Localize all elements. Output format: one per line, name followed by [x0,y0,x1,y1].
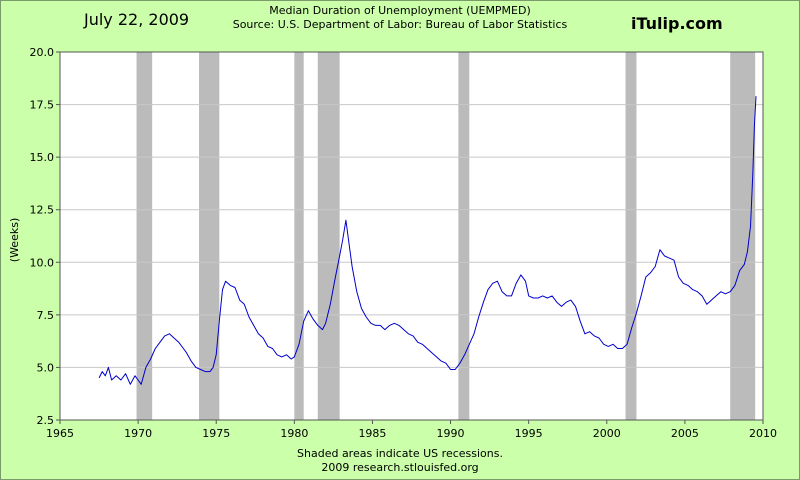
recession-band [317,52,340,420]
plot-area [60,52,763,420]
y-tick-label: 2.5 [37,414,55,427]
source-url: 2009 research.stlouisfed.org [321,461,479,474]
recession-note: Shaded areas indicate US recessions. [297,447,503,460]
brand-label: iTulip.com [631,14,723,33]
x-tick-label: 2010 [749,427,777,440]
recession-band [136,52,153,420]
recession-band [730,52,756,420]
y-tick-label: 10.0 [30,256,55,269]
x-tick-label: 1970 [124,427,152,440]
y-tick-label: 12.5 [30,204,55,217]
y-tick-label: 20.0 [30,46,55,59]
recession-band [199,52,220,420]
x-tick-label: 2000 [593,427,621,440]
chart-title: Median Duration of Unemployment (UEMPMED… [269,4,531,17]
plot-border [59,51,764,421]
series-line [98,96,757,385]
chart-subtitle: Source: U.S. Department of Labor: Bureau… [232,18,568,31]
x-axis-ticks: 1965 1970 1975 1980 1985 1990 1995 2000 2005 2010 [46,420,777,440]
recession-band [625,52,637,420]
date-label: July 22, 2009 [84,10,190,29]
x-tick-label: 1975 [202,427,230,440]
x-tick-label: 1990 [437,427,465,440]
x-tick-label: 1980 [280,427,308,440]
series-layer [98,96,757,385]
y-tick-label: 5.0 [37,361,55,374]
x-tick-label: 1995 [515,427,543,440]
x-tick-label: 1965 [46,427,74,440]
y-axis-ticks: 2.5 5.0 7.5 10.0 12.5 15.0 17.5 20.0 [30,46,60,427]
y-tick-label: 17.5 [30,99,55,112]
recession-band [458,52,470,420]
recession-band [294,52,304,420]
y-tick-label: 15.0 [30,151,55,164]
y-axis-label: (Weeks) [8,218,21,262]
x-tick-label: 1985 [358,427,386,440]
x-tick-label: 2005 [671,427,699,440]
gridlines [60,104,763,368]
y-tick-label: 7.5 [37,309,55,322]
